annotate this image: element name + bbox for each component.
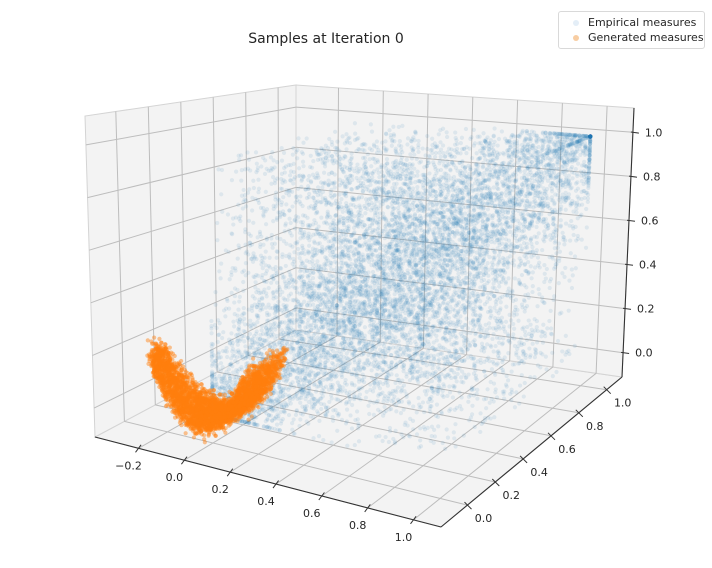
x-tick-label: 1.0 bbox=[395, 531, 413, 544]
z-tick-label: 0.8 bbox=[643, 170, 661, 183]
x-tick-label: −0.2 bbox=[115, 459, 142, 472]
y-tick-label: 0.0 bbox=[475, 512, 493, 525]
legend-label-generated: Generated measures bbox=[588, 31, 704, 44]
z-tick-label: 0.0 bbox=[635, 347, 653, 360]
generated-measures-marker-icon bbox=[573, 34, 579, 41]
x-tick-label: 0.6 bbox=[303, 507, 321, 520]
y-tick-label: 0.8 bbox=[586, 420, 604, 433]
z-tick-label: 0.2 bbox=[637, 303, 655, 316]
y-axis-spine bbox=[440, 376, 623, 528]
tick-labels: −0.2 0.0 0.2 0.4 0.6 0.8 1.0 0.0 0.2 0.4 0.6 0.8 1.0… bbox=[115, 126, 663, 544]
y-tick-label: 0.6 bbox=[558, 443, 576, 456]
z-axis-spine bbox=[621, 107, 635, 378]
z-tick-label: 0.6 bbox=[641, 215, 659, 228]
y-tick-label: 1.0 bbox=[614, 397, 632, 410]
tick-marks bbox=[135, 131, 639, 525]
z-tick-label: 1.0 bbox=[645, 126, 663, 139]
legend-item-empirical: Empirical measures bbox=[559, 15, 704, 30]
legend: Empirical measures Generated measures bbox=[558, 11, 705, 49]
legend-item-generated: Generated measures bbox=[559, 30, 704, 45]
x-tick-label: 0.2 bbox=[211, 483, 229, 496]
z-tick-label: 0.4 bbox=[639, 259, 657, 272]
x-axis-spine bbox=[94, 436, 442, 528]
plot-title: Samples at Iteration 0 bbox=[248, 31, 404, 47]
empirical-measures-marker-icon bbox=[573, 19, 579, 26]
x-tick-label: 0.8 bbox=[349, 519, 367, 532]
y-tick-label: 0.4 bbox=[530, 466, 548, 479]
axis-spines bbox=[94, 107, 635, 528]
legend-label-empirical: Empirical measures bbox=[588, 16, 697, 29]
x-tick-label: 0.0 bbox=[166, 471, 184, 484]
x-tick-label: 0.4 bbox=[257, 495, 275, 508]
y-tick-label: 0.2 bbox=[503, 489, 521, 502]
